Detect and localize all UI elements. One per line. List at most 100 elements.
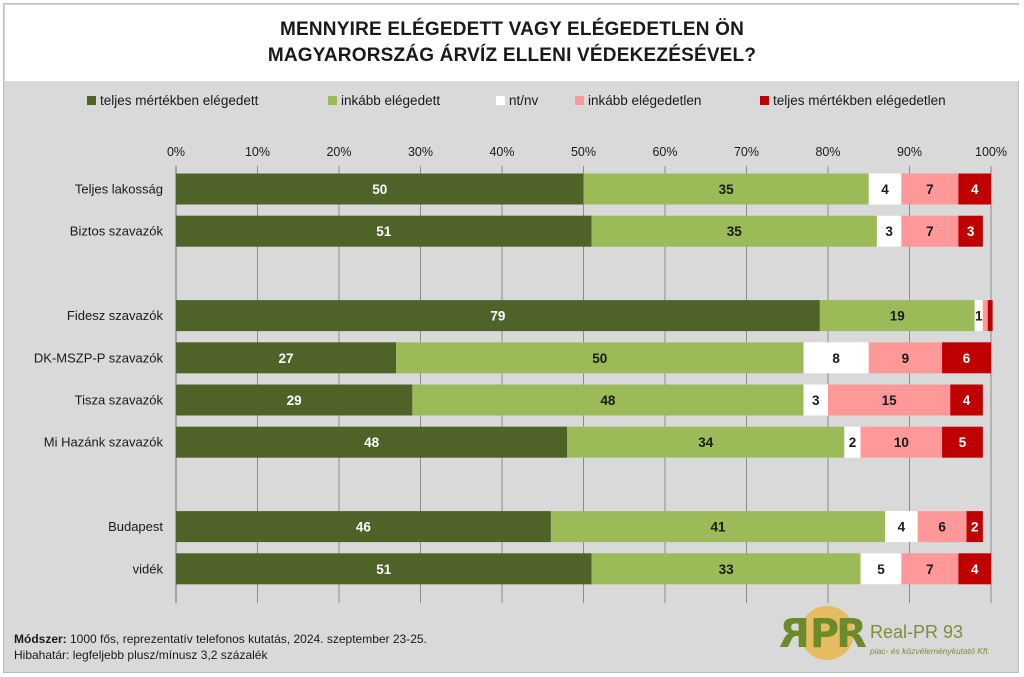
data-label: 7 [926, 562, 934, 577]
bar-segment [868, 173, 902, 205]
data-label: 29 [287, 393, 302, 408]
legend-item-rather-satisfied: inkább elégedett [328, 93, 440, 108]
bar-segment [844, 426, 861, 458]
bar-segment [412, 384, 804, 416]
data-label: 41 [710, 520, 726, 535]
data-label: 5 [877, 562, 885, 577]
data-label: 35 [727, 224, 743, 239]
bar-segment [942, 426, 983, 458]
logo-name: Real-PR 93 [870, 622, 964, 642]
data-label: 33 [719, 562, 735, 577]
bar-segment [176, 342, 397, 374]
x-tick-label: 100% [975, 145, 1007, 159]
data-label: 6 [938, 520, 946, 535]
bar-segment [828, 384, 951, 416]
category-label: vidék [133, 561, 164, 576]
bar-segment [901, 215, 959, 247]
data-label: 48 [600, 393, 616, 408]
data-label: 9 [902, 351, 910, 366]
logo-seal-icon [800, 606, 854, 660]
bar-segment [901, 553, 959, 585]
category-label: Fidesz szavazók [67, 308, 164, 323]
data-label: 10 [894, 435, 909, 450]
footer-note: Módszer: 1000 fős, reprezentatív telefon… [14, 631, 427, 663]
data-label: 5 [959, 435, 967, 450]
x-tick-label: 90% [897, 145, 922, 159]
data-label: 7 [926, 182, 934, 197]
category-label: DK-MSZP-P szavazók [34, 350, 164, 365]
bar-segment [803, 384, 828, 416]
x-tick-label: 0% [167, 145, 185, 159]
data-label: 50 [372, 182, 387, 197]
bar-segment [987, 300, 993, 332]
category-label: Budapest [108, 519, 163, 534]
data-label: 1 [975, 309, 983, 324]
legend-swatch [87, 96, 96, 105]
category-label: Tisza szavazók [75, 393, 164, 408]
chart-title-line-2: MAGYARORSZÁG ÁRVÍZ ELLENI VÉDEKEZÉSÉVEL? [267, 45, 757, 66]
x-tick-label: 50% [571, 145, 596, 159]
chart-title-line-1: MENNYIRE ELÉGEDETT VAGY ELÉGEDETLEN ÖN [279, 19, 744, 40]
data-label: 7 [926, 224, 934, 239]
real-pr-logo: RPR Real-PR 93 piac- és közvéleménykutat… [782, 606, 1022, 668]
bar-segment [176, 215, 592, 247]
legend-label: nt/nv [509, 93, 539, 108]
logo-mark: RPR [782, 611, 867, 657]
bar-segment [860, 553, 902, 585]
bar-segment [819, 300, 975, 332]
data-label: 34 [698, 435, 714, 450]
method-text: 1000 fős, reprezentatív telefonos kutatá… [66, 632, 427, 646]
x-tick-label: 20% [326, 145, 351, 159]
legend-label: inkább elégedetlen [588, 93, 702, 108]
bar-segment [550, 511, 886, 543]
data-label: 79 [490, 309, 505, 324]
data-label: 6 [963, 351, 971, 366]
bar-segment [958, 173, 991, 205]
data-label: 4 [898, 520, 906, 535]
bar-segment [868, 342, 943, 374]
data-label: 8 [832, 351, 840, 366]
method-label: Módszer: [14, 632, 67, 646]
data-label: 51 [376, 224, 392, 239]
bar-segment [958, 553, 991, 585]
data-label: 19 [890, 309, 905, 324]
x-tick-label: 10% [245, 145, 270, 159]
bar-segment [950, 384, 983, 416]
data-label: 35 [719, 182, 735, 197]
data-label: 4 [971, 182, 979, 197]
bar-segment [176, 511, 551, 543]
data-label: 15 [882, 393, 898, 408]
data-label: 51 [376, 562, 392, 577]
x-tick-label: 60% [652, 145, 677, 159]
data-label: 46 [356, 520, 372, 535]
data-label: 48 [364, 435, 380, 450]
bar-segment [860, 426, 943, 458]
method-note: Módszer: 1000 fős, reprezentatív telefon… [14, 631, 427, 647]
bar-segment [176, 426, 568, 458]
legend-item-fully-satisfied: teljes mértékben elégedett [87, 93, 258, 108]
bar-segment [591, 553, 861, 585]
bar-segment [958, 215, 983, 247]
bar-segment [176, 173, 584, 205]
bar-segment [876, 215, 902, 247]
x-tick-label: 70% [734, 145, 759, 159]
chart-title: MENNYIRE ELÉGEDETT VAGY ELÉGEDETLEN ÖN M… [5, 5, 1019, 81]
legend-label: teljes mértékben elégedett [100, 93, 259, 108]
legend-swatch [496, 96, 505, 105]
legend-swatch [575, 96, 584, 105]
legend-swatch [328, 96, 337, 105]
data-label: 4 [963, 393, 971, 408]
legend-label: teljes mértékben elégedetlen [773, 93, 946, 108]
bar-segment [567, 426, 845, 458]
error-margin-note: Hibahatár: legfeljebb plusz/mínusz 3,2 s… [14, 648, 268, 662]
x-tick-label: 30% [408, 145, 433, 159]
bar-segment [942, 342, 991, 374]
bar-segment [591, 215, 877, 247]
data-label: 2 [849, 435, 857, 450]
legend-item-dont-know: nt/nv [496, 93, 538, 108]
x-tick-label: 40% [489, 145, 514, 159]
legend-swatch [760, 96, 769, 105]
data-label: 27 [279, 351, 294, 366]
bar-segment [583, 173, 869, 205]
data-label: 2 [971, 520, 979, 535]
